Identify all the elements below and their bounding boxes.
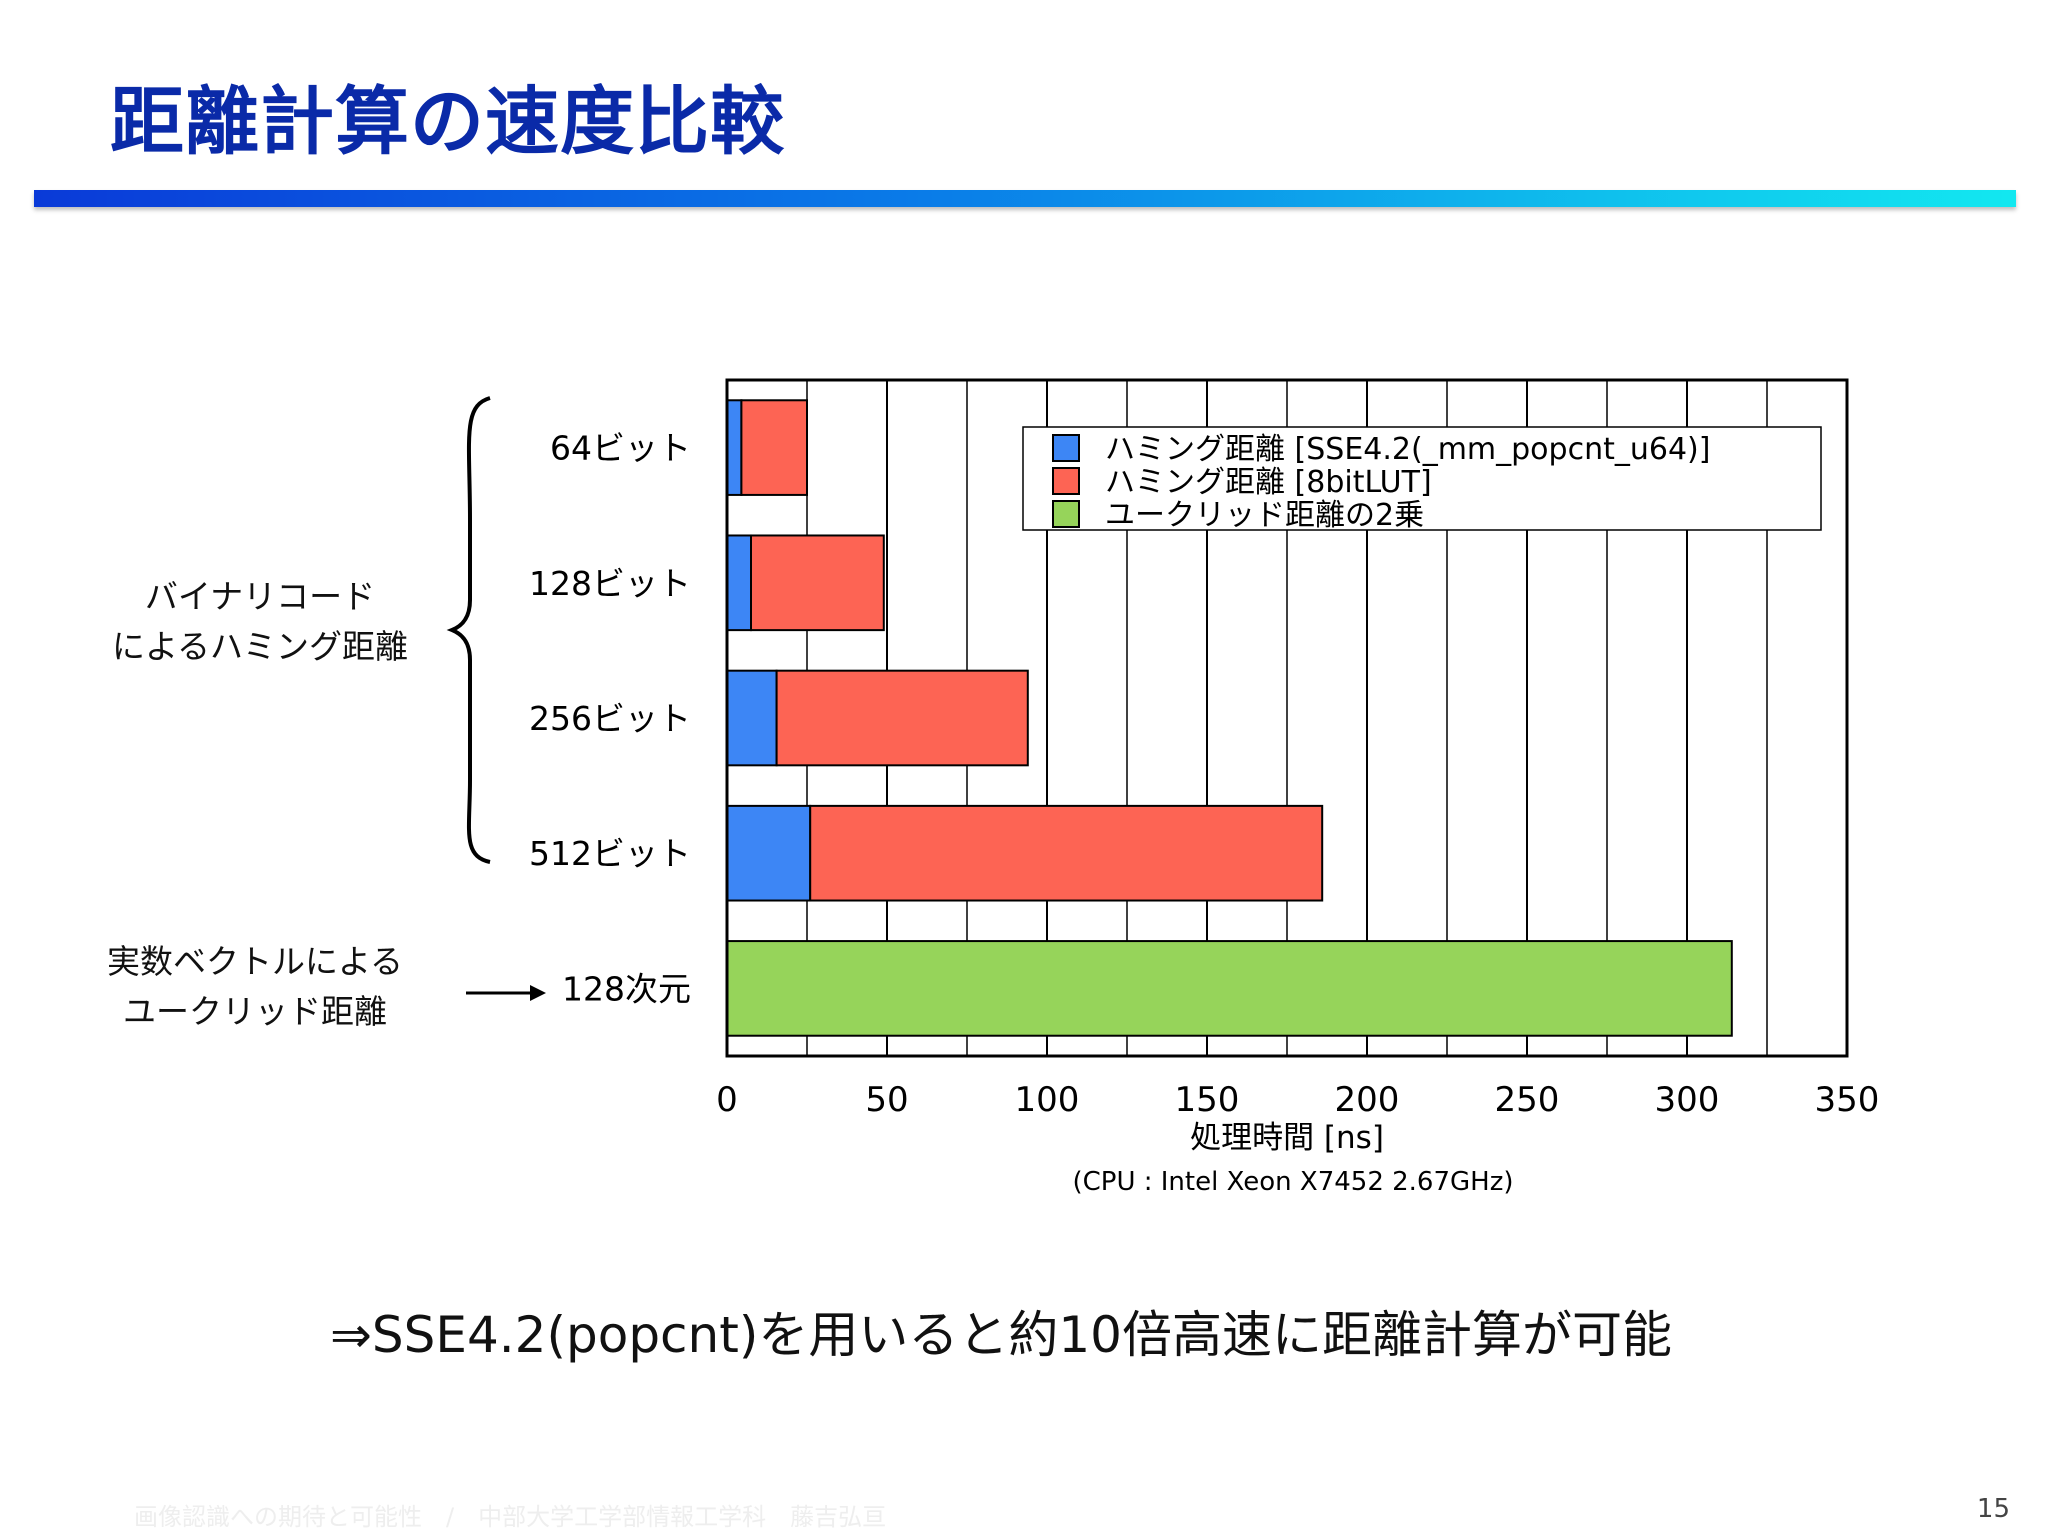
conclusion-text: ⇒SSE4.2(popcnt)を用いると約10倍高速に距離計算が可能 [330, 1306, 1672, 1364]
legend-swatch [1052, 500, 1080, 528]
group-label-euclid: 実数ベクトルによる ユークリッド距離 [95, 937, 415, 1037]
bar [726, 669, 778, 767]
bar [809, 804, 1324, 902]
y-category-label: 128次元 [562, 969, 691, 1008]
y-category-label: 64ビット [550, 429, 691, 468]
legend-box [1022, 426, 1822, 531]
cpu-note: (CPU : Intel Xeon X7452 2.67GHz) [1072, 1167, 1513, 1197]
group-label-euclid-line2: ユークリッド距離 [123, 992, 387, 1031]
curly-brace-shape [446, 396, 491, 864]
x-tick-label: 150 [1175, 1080, 1240, 1120]
bar-chart: 64ビット 128ビット 256ビット 512ビット 128次元 0 50 100 150 20… [446, 378, 1880, 1197]
x-tick-label: 250 [1495, 1080, 1560, 1120]
bar [775, 669, 1029, 767]
legend-swatch [1052, 467, 1080, 495]
x-axis-title: 処理時間 [ns] [1190, 1120, 1384, 1156]
bar [726, 804, 812, 902]
group-label-hamming-line2: によるハミング距離 [111, 627, 408, 666]
group-label-hamming-line1: バイナリコード [144, 577, 376, 616]
title-underline-bar [34, 190, 2016, 207]
bar [726, 399, 743, 496]
bar [726, 940, 1733, 1037]
bar [740, 399, 809, 496]
y-category-label: 128ビット [529, 564, 691, 603]
x-tick-label: 200 [1335, 1080, 1400, 1120]
x-tick-label: 0 [716, 1080, 738, 1120]
x-tick-label: 300 [1655, 1080, 1720, 1120]
group-label-euclid-line1: 実数ベクトルによる [106, 942, 403, 981]
legend-label: ハミング距離 [SSE4.2(_mm_popcnt_u64)] [1105, 432, 1710, 467]
y-category-label: 512ビット [529, 834, 691, 873]
page-number: 15 [1976, 1494, 2010, 1524]
y-category-label: 256ビット [529, 699, 691, 738]
legend-swatch [1052, 434, 1080, 462]
x-tick-label: 100 [1015, 1080, 1080, 1120]
plot-frame [725, 378, 1849, 1058]
group-label-hamming: バイナリコード によるハミング距離 [100, 572, 420, 672]
legend-label: ユークリッド距離の2乗 [1105, 498, 1424, 533]
arrow-head-shape [530, 985, 546, 1001]
bar [750, 534, 885, 632]
footer-text: 画像認識への期待と可能性 / 中部大学工学部情報工学科 藤吉弘亘 [134, 1503, 887, 1531]
x-tick-label: 350 [1815, 1080, 1880, 1120]
legend-label: ハミング距離 [8bitLUT] [1105, 465, 1432, 500]
bar [726, 534, 752, 632]
slide-title: 距離計算の速度比較 [110, 79, 785, 165]
x-tick-label: 50 [865, 1080, 908, 1120]
